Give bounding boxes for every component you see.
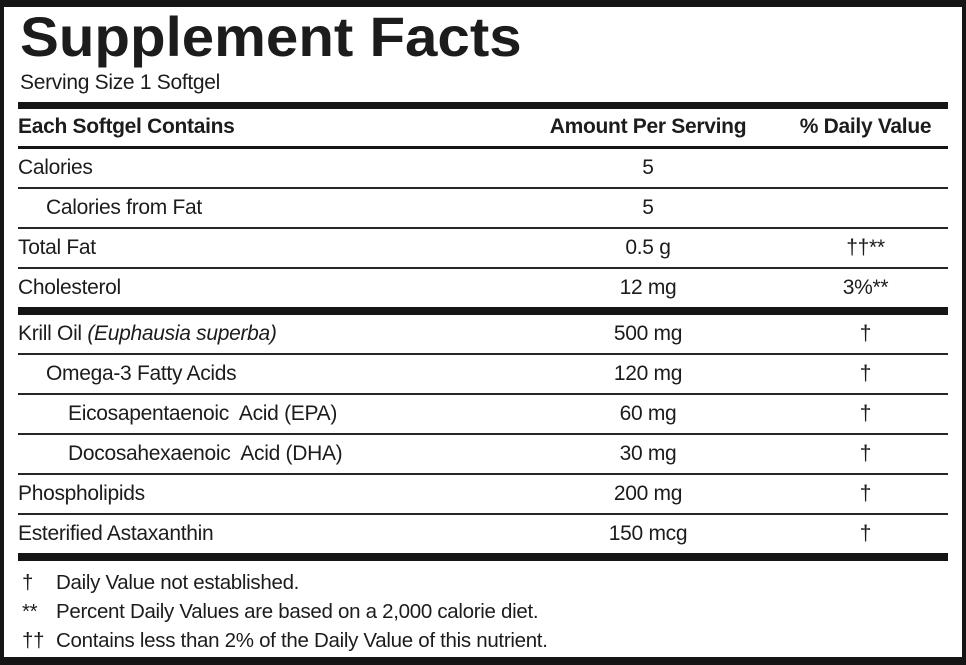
row-amount: 0.5 g bbox=[625, 235, 671, 259]
header-amount-per-serving: Amount Per Serving bbox=[549, 115, 747, 139]
row-amount: 500 mg bbox=[613, 321, 683, 345]
row-nutrient-name: Calories from Fat bbox=[46, 195, 202, 219]
table-row: Krill Oil (Euphausia superba) 500 mg † bbox=[18, 315, 948, 355]
serving-size-text: Serving Size 1 Softgel bbox=[20, 70, 221, 94]
footnote-symbol: †† bbox=[22, 628, 45, 652]
row-daily-value: 3%** bbox=[842, 275, 889, 299]
footnote: † Daily Value not established. bbox=[22, 568, 944, 597]
row-amount: 12 mg bbox=[619, 275, 677, 299]
row-nutrient-name: Phospholipids bbox=[18, 481, 145, 505]
facts-table-body: Calories 5 Calories from Fat 5 Total Fat 0.5 … bbox=[18, 149, 948, 561]
table-row: Docosahexaenoic Acid (DHA) 30 mg † bbox=[18, 435, 948, 475]
row-amount: 30 mg bbox=[619, 441, 677, 465]
row-daily-value: † bbox=[859, 441, 872, 465]
row-nutrient-name: Calories bbox=[18, 155, 93, 179]
row-nutrient-name: Total Fat bbox=[18, 235, 96, 259]
row-nutrient-name-italic: (Euphausia superba) bbox=[87, 321, 277, 345]
row-daily-value: † bbox=[859, 401, 872, 425]
footnotes: † Daily Value not established. ** Percent D… bbox=[18, 561, 948, 655]
row-daily-value: † bbox=[859, 481, 872, 505]
row-amount: 5 bbox=[642, 155, 654, 179]
footnote-text: Percent Daily Values are based on a 2,00… bbox=[56, 599, 539, 623]
table-row: Eicosapentaenoic Acid (EPA) 60 mg † bbox=[18, 395, 948, 435]
divider-after-serving bbox=[18, 101, 948, 109]
row-amount: 200 mg bbox=[613, 481, 683, 505]
row-nutrient-name: Esterified Astaxanthin bbox=[18, 521, 214, 545]
row-daily-value: ††** bbox=[846, 235, 885, 259]
row-daily-value: † bbox=[859, 321, 872, 345]
row-amount: 60 mg bbox=[619, 401, 677, 425]
table-row: Total Fat 0.5 g ††** bbox=[18, 229, 948, 269]
table-row: Esterified Astaxanthin 150 mcg † bbox=[18, 515, 948, 553]
table-row: Calories 5 bbox=[18, 149, 948, 189]
footnote-symbol: † bbox=[22, 570, 34, 594]
table-header-row: Each Softgel Contains Amount Per Serving… bbox=[18, 109, 948, 149]
row-amount: 5 bbox=[642, 195, 654, 219]
header-each-softgel-contains: Each Softgel Contains bbox=[18, 115, 235, 139]
row-amount: 120 mg bbox=[613, 361, 683, 385]
table-row: Phospholipids 200 mg † bbox=[18, 475, 948, 515]
footnote-text: Daily Value not established. bbox=[56, 570, 300, 594]
row-daily-value: † bbox=[859, 361, 872, 385]
row-nutrient-name: Krill Oil (Euphausia superba) bbox=[18, 321, 277, 345]
header-percent-daily-value: % Daily Value bbox=[799, 115, 932, 139]
row-nutrient-name: Docosahexaenoic Acid (DHA) bbox=[68, 441, 343, 465]
footnote: ** Percent Daily Values are based on a 2,… bbox=[22, 597, 944, 626]
footnote-text: Contains less than 2% of the Daily Value… bbox=[56, 628, 548, 652]
footnote-symbol: ** bbox=[22, 599, 38, 623]
row-nutrient-name: Omega-3 Fatty Acids bbox=[46, 361, 237, 385]
section-divider bbox=[18, 306, 948, 315]
panel-title: Supplement Facts bbox=[20, 5, 522, 68]
row-amount: 150 mcg bbox=[608, 521, 688, 545]
table-row: Calories from Fat 5 bbox=[18, 189, 948, 229]
row-nutrient-name: Cholesterol bbox=[18, 275, 121, 299]
section-divider bbox=[18, 552, 948, 561]
row-daily-value: † bbox=[859, 521, 872, 545]
table-row: Cholesterol 12 mg 3%** bbox=[18, 269, 948, 307]
row-nutrient-name: Eicosapentaenoic Acid (EPA) bbox=[68, 401, 338, 425]
table-row: Omega-3 Fatty Acids 120 mg † bbox=[18, 355, 948, 395]
footnote: †† Contains less than 2% of the Daily Val… bbox=[22, 626, 944, 655]
